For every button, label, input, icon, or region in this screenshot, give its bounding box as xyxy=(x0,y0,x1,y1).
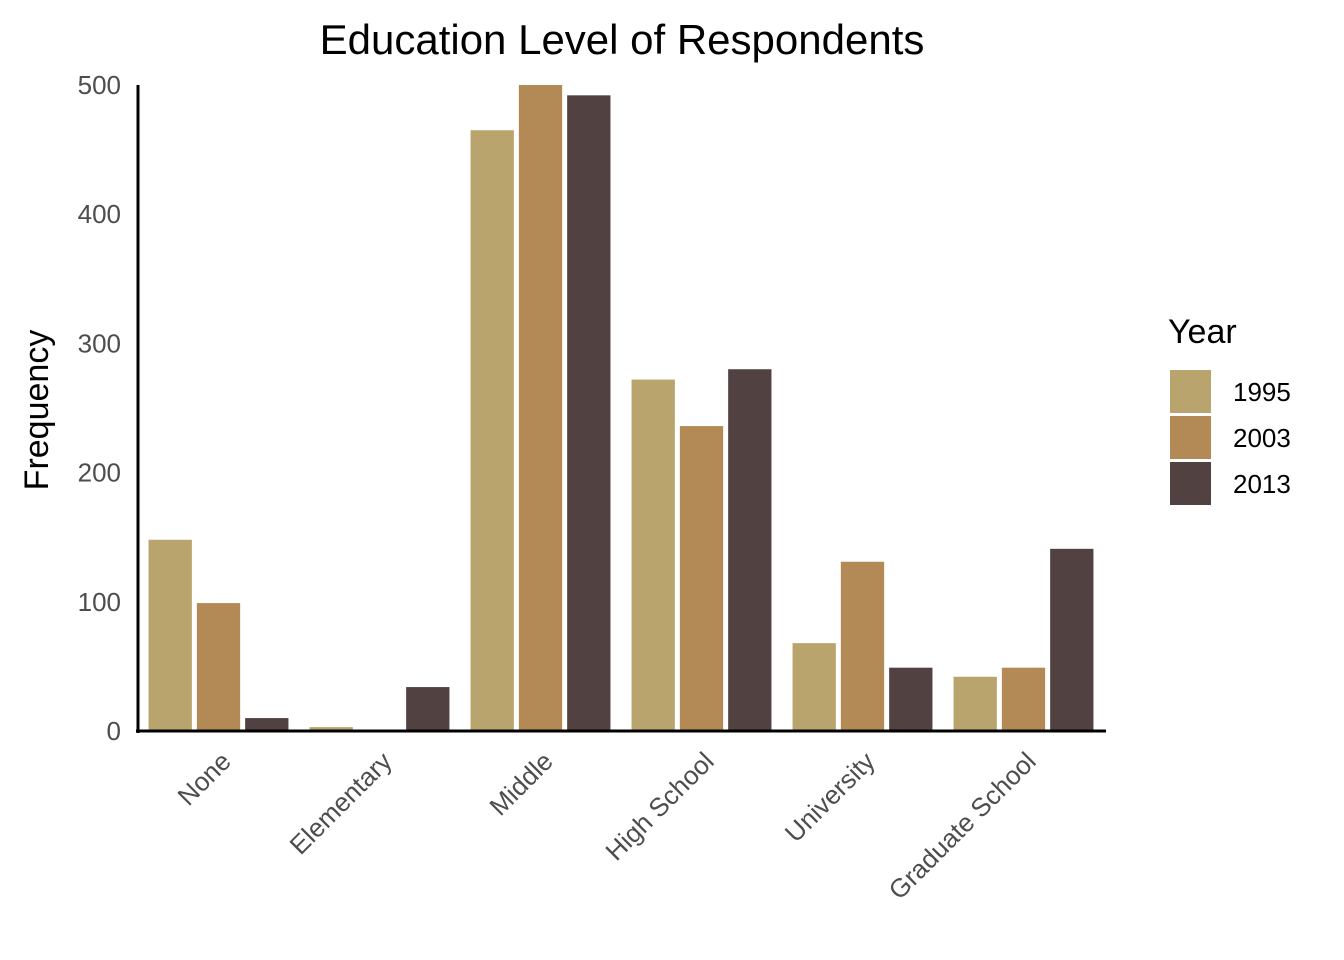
legend: Year 1995 2003 2013 xyxy=(1168,313,1291,505)
legend-label: 2003 xyxy=(1233,423,1291,453)
x-tick-label: None xyxy=(172,746,237,811)
x-tick-label: Middle xyxy=(483,746,558,821)
x-tick-label: Elementary xyxy=(284,746,398,860)
bar-2013-elementary xyxy=(406,687,450,731)
legend-label: 2013 xyxy=(1233,469,1291,499)
bar-2013-none xyxy=(245,718,289,731)
bar-2013-university xyxy=(889,667,933,731)
bar-2013-graduate-school xyxy=(1050,548,1094,731)
y-tick-label: 500 xyxy=(78,70,121,100)
y-tick-label: 200 xyxy=(78,458,121,488)
legend-title: Year xyxy=(1168,313,1237,351)
x-axis-tick-labels: None Elementary Middle High School Universit… xyxy=(172,746,1042,905)
bar-2013-middle xyxy=(567,95,611,731)
bar-2003-middle xyxy=(518,85,563,731)
bar-series-group xyxy=(148,85,1094,732)
y-tick-label: 0 xyxy=(107,716,121,746)
legend-swatch-2003 xyxy=(1170,416,1211,459)
bar-1995-none xyxy=(148,539,192,731)
bar-2013-high-school xyxy=(728,369,772,731)
bar-1995-graduate-school xyxy=(953,676,997,731)
x-tick-label: High School xyxy=(599,746,719,866)
chart-title: Education Level of Respondents xyxy=(320,16,925,63)
y-tick-label: 100 xyxy=(78,587,121,617)
x-tick-label: Graduate School xyxy=(883,746,1042,905)
bar-2003-graduate-school xyxy=(1001,667,1046,731)
legend-swatch-2013 xyxy=(1170,462,1211,505)
bar-1995-middle xyxy=(470,130,514,732)
y-tick-label: 300 xyxy=(78,328,121,358)
x-tick-label: University xyxy=(779,746,881,848)
y-tick-label: 400 xyxy=(78,199,121,229)
y-axis-ticks: 0 100 200 300 400 500 xyxy=(78,70,121,746)
bar-2003-university xyxy=(840,561,885,731)
bar-2003-none xyxy=(196,603,241,731)
legend-items: 1995 2003 2013 xyxy=(1170,370,1291,505)
legend-swatch-1995 xyxy=(1170,370,1211,413)
bar-1995-elementary xyxy=(309,727,353,731)
bar-2003-high-school xyxy=(679,426,724,731)
y-axis-title: Frequency xyxy=(18,330,56,491)
bar-1995-university xyxy=(792,643,836,731)
legend-label: 1995 xyxy=(1233,377,1291,407)
bar-1995-high-school xyxy=(631,379,675,731)
